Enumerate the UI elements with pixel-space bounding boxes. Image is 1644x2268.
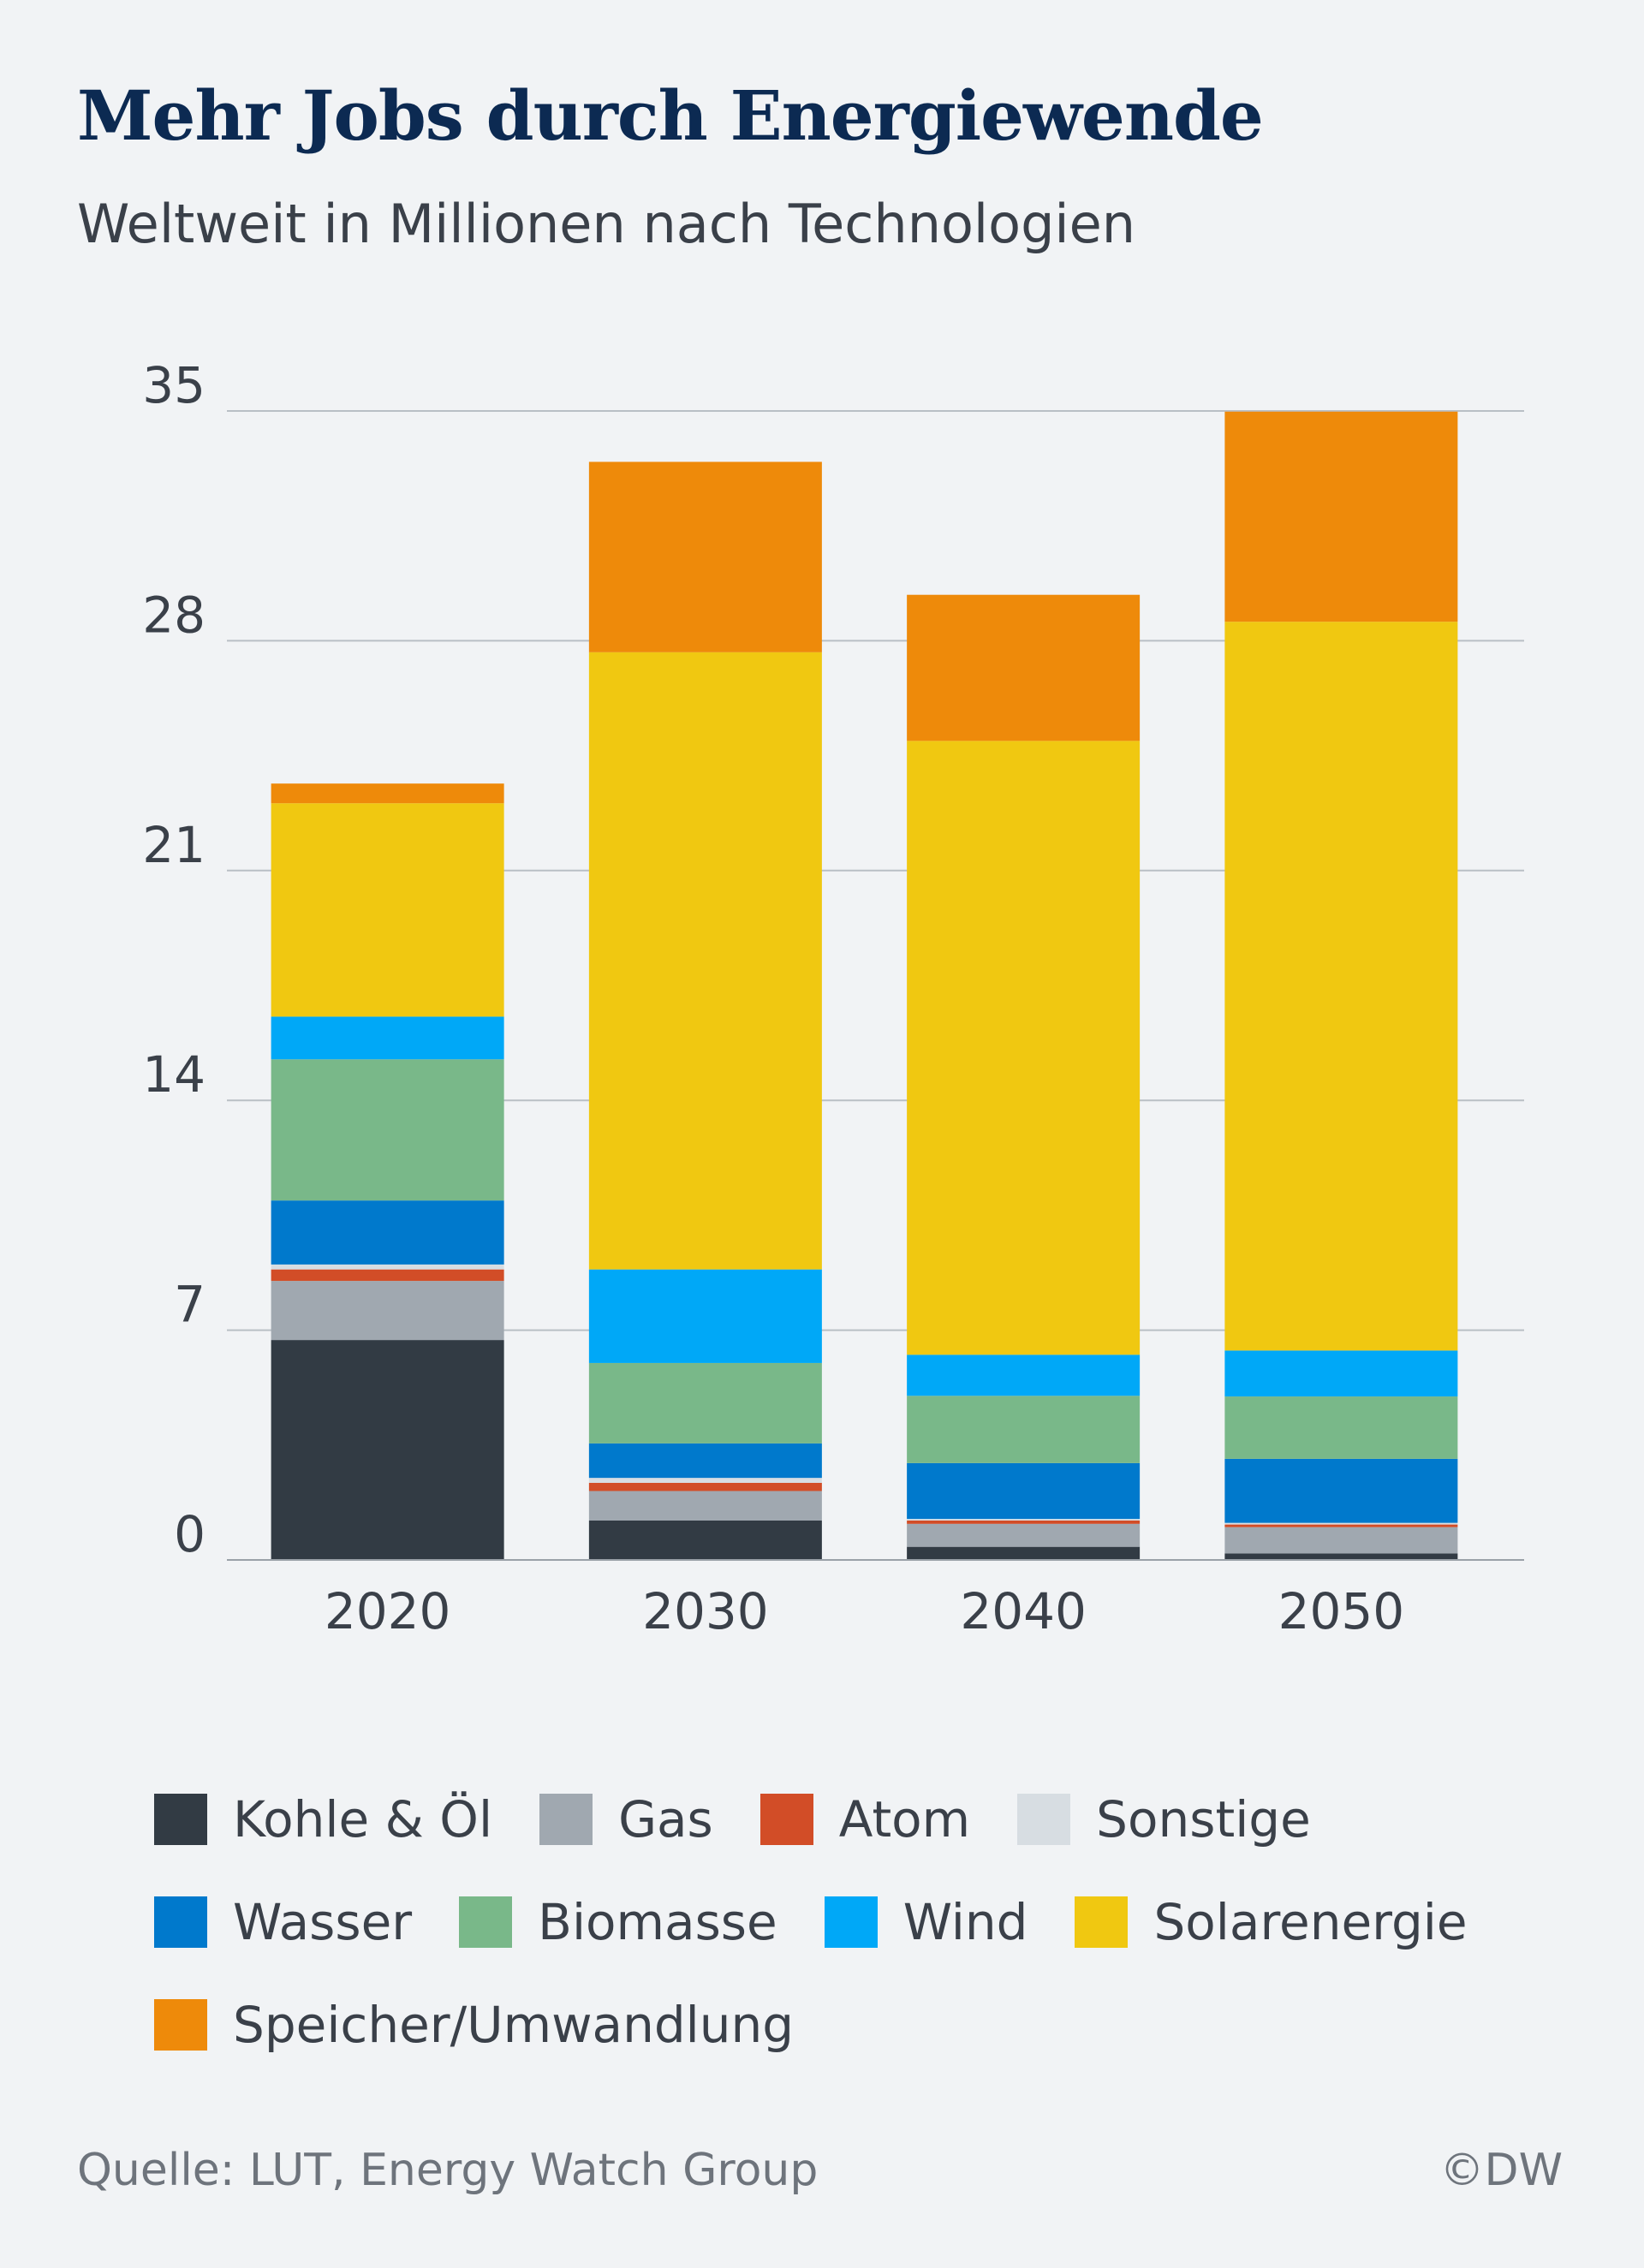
bar-segment-2020-solarenergie <box>271 803 504 1017</box>
y-tick-label-35: 35 <box>142 356 206 414</box>
legend-item: Kohle & Öl <box>154 1790 492 1848</box>
bar-segment-2030-wind <box>588 1269 822 1363</box>
chart-subtitle: Weltweit in Millionen nach Technologien <box>77 193 1136 255</box>
bar-segment-2030-sonstige <box>588 1478 822 1483</box>
legend-swatch <box>154 1896 207 1948</box>
legend-swatch <box>1017 1794 1071 1845</box>
y-tick-label-14: 14 <box>142 1045 206 1104</box>
legend-label: Atom <box>838 1790 971 1848</box>
bar-segment-2020-biomasse <box>271 1059 504 1201</box>
bar-segment-2040-sonstige <box>907 1519 1141 1521</box>
stacked-bar-chart: 0 7 14 21 28 35 2020 2030 2040 2050 <box>142 356 1524 1640</box>
bar-segment-2040-gas <box>907 1523 1141 1547</box>
bar-segment-2050-speicher-umwandlung <box>1224 411 1458 622</box>
bar-segment-2040-solarenergie <box>907 741 1141 1355</box>
legend-swatch <box>824 1896 878 1948</box>
y-tick-label-28: 28 <box>142 586 206 644</box>
legend-label: Wind <box>902 1893 1028 1951</box>
y-tick-label-0: 0 <box>174 1505 206 1563</box>
bar-segment-2020-wasser <box>271 1200 504 1265</box>
bar-segment-2040-wind <box>907 1354 1141 1396</box>
legend-label: Kohle & Öl <box>233 1790 493 1848</box>
legend-row: Kohle & Öl Gas Atom Sonstige <box>154 1768 1576 1871</box>
legend-item: Atom <box>759 1790 971 1848</box>
legend-swatch <box>154 1794 207 1845</box>
legend-row: Wasser Biomasse Wind Solarenergie <box>154 1871 1576 1973</box>
x-tick-label-2050: 2050 <box>1278 1582 1405 1640</box>
x-tick-label-2030: 2030 <box>642 1582 769 1640</box>
legend-label: Solarenergie <box>1153 1893 1468 1951</box>
bar-segment-2020-speicher-umwandlung <box>271 783 504 804</box>
x-tick-label-2020: 2020 <box>325 1582 451 1640</box>
legend-item: Wind <box>824 1893 1028 1951</box>
bar-segment-2030-speicher-umwandlung <box>588 461 822 652</box>
bar-segment-2020-gas <box>271 1281 504 1341</box>
bar-segment-2030-solarenergie <box>588 652 822 1270</box>
legend-item: Speicher/Umwandlung <box>154 1996 794 2054</box>
bar-segment-2050-atom <box>1224 1524 1458 1527</box>
bar-segment-2020-sonstige <box>271 1264 504 1270</box>
bar-segment-2040-atom <box>907 1520 1141 1524</box>
legend-item: Wasser <box>154 1893 412 1951</box>
legend-row: Speicher/Umwandlung <box>154 1973 1576 2076</box>
bar-segment-2030-kohle-l <box>588 1520 822 1560</box>
legend-item: Solarenergie <box>1075 1893 1468 1951</box>
bar-segment-2030-atom <box>588 1482 822 1491</box>
y-tick-label-7: 7 <box>174 1276 206 1334</box>
bar-segment-2040-biomasse <box>907 1396 1141 1463</box>
bar-segment-2050-biomasse <box>1224 1396 1458 1459</box>
bar-segment-2040-kohle-l <box>907 1546 1141 1560</box>
bar-segment-2030-biomasse <box>588 1362 822 1444</box>
chart-legend: Kohle & Öl Gas Atom Sonstige Wasser Biomasse W… <box>154 1768 1576 2076</box>
legend-label: Speicher/Umwandlung <box>233 1996 795 2054</box>
bar-segment-2040-speicher-umwandlung <box>907 594 1141 741</box>
legend-item: Gas <box>539 1790 713 1848</box>
legend-label: Sonstige <box>1096 1790 1311 1848</box>
legend-label: Biomasse <box>538 1893 777 1951</box>
bar-segment-2050-sonstige <box>1224 1522 1458 1525</box>
y-tick-label-21: 21 <box>142 816 206 874</box>
x-tick-label-2040: 2040 <box>960 1582 1087 1640</box>
bar-segment-2050-solarenergie <box>1224 622 1458 1351</box>
legend-swatch <box>154 1999 207 2051</box>
source-note: Quelle: LUT, Energy Watch Group <box>77 2145 819 2196</box>
bar-segment-2030-wasser <box>588 1443 822 1479</box>
legend-swatch <box>539 1794 593 1845</box>
legend-item: Sonstige <box>1017 1790 1311 1848</box>
copyright-note: ©DW <box>1439 2145 1563 2196</box>
legend-label: Gas <box>618 1790 713 1848</box>
bar-segment-2050-wasser <box>1224 1458 1458 1523</box>
bar-segment-2050-wind <box>1224 1350 1458 1397</box>
bar-segment-2020-kohle-l <box>271 1340 504 1560</box>
legend-swatch <box>1075 1896 1129 1948</box>
bar-segment-2040-wasser <box>907 1462 1141 1520</box>
bar-segment-2020-wind <box>271 1016 504 1060</box>
bar-segment-2050-kohle-l <box>1224 1553 1458 1560</box>
legend-item: Biomasse <box>459 1893 777 1951</box>
bar-segment-2020-atom <box>271 1269 504 1282</box>
chart-title: Mehr Jobs durch Energiewende <box>77 75 1264 156</box>
legend-label: Wasser <box>233 1893 413 1951</box>
bar-segment-2030-gas <box>588 1491 822 1521</box>
legend-swatch <box>759 1794 813 1845</box>
bar-segment-2050-gas <box>1224 1527 1458 1554</box>
legend-swatch <box>459 1896 513 1948</box>
